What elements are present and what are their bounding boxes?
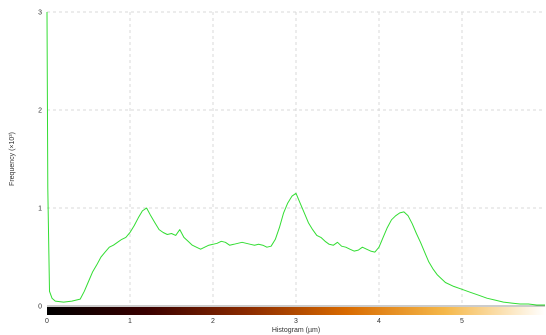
x-tick-label: 1 [128, 318, 132, 325]
x-tick-label: 5 [460, 318, 464, 325]
colorbar [47, 307, 545, 315]
x-axis-title: Histogram (µm) [272, 327, 320, 334]
y-tick-label: 0 [38, 304, 42, 311]
x-tick-label: 2 [211, 318, 215, 325]
series-line [46, 11, 545, 306]
y-tick-label: 1 [38, 206, 42, 213]
x-tick-label: 0 [45, 318, 49, 325]
y-axis-title: Frequency (×10³) [9, 132, 16, 186]
y-tick-label: 2 [38, 108, 42, 115]
grid [47, 11, 545, 306]
series-layer [46, 11, 545, 306]
x-tick-label: 4 [377, 318, 381, 325]
tick-labels: 0 1 2 3 4 5 0 1 2 3 [38, 10, 464, 326]
y-tick-label: 3 [38, 10, 42, 17]
x-tick-label: 3 [294, 318, 298, 325]
